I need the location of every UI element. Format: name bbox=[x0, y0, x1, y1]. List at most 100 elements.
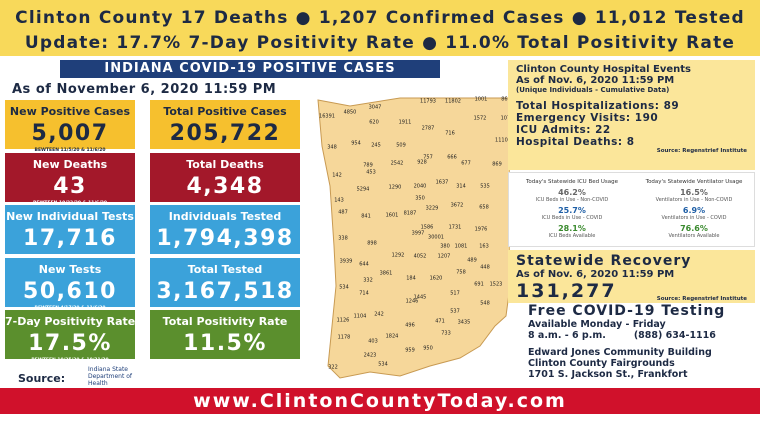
stat-tile: New Deaths 43 BEWTEEN 10/23/20 & 11/6/20 bbox=[5, 152, 135, 206]
county-count: 2787 bbox=[422, 126, 435, 132]
county-count: 677 bbox=[461, 161, 471, 167]
county-count: 487 bbox=[338, 210, 348, 216]
county-count: 489 bbox=[467, 258, 477, 264]
county-count: 1207 bbox=[438, 254, 451, 260]
tile-value: 50,610 bbox=[23, 278, 117, 304]
tile-note: BEWTEEN 10/23/20 & 11/6/20 bbox=[32, 200, 108, 206]
county-count: 535 bbox=[480, 184, 490, 190]
county-count: 471 bbox=[435, 319, 445, 325]
county-count: 1001 bbox=[475, 97, 488, 103]
county-count: 733 bbox=[441, 331, 451, 337]
county-count: 658 bbox=[479, 205, 489, 211]
testing-place: Clinton County Fairgrounds bbox=[528, 358, 675, 369]
county-count: 242 bbox=[374, 312, 384, 318]
county-count: 322 bbox=[328, 365, 338, 371]
county-count: 534 bbox=[378, 362, 388, 368]
county-count: 1104 bbox=[354, 314, 367, 320]
county-count: 950 bbox=[423, 346, 433, 352]
county-count: 380 bbox=[440, 244, 450, 250]
county-count: 30001 bbox=[428, 235, 444, 241]
usage-value: 76.6% bbox=[680, 224, 708, 233]
usage-label: Ventilators in Use - Non-COVID bbox=[655, 197, 733, 203]
footer: www.ClintonCountyToday.com bbox=[0, 388, 760, 414]
county-count: 1572 bbox=[474, 116, 487, 122]
county-count: 3997 bbox=[412, 231, 425, 237]
usage-label: ICU Beds in Use - COVID bbox=[541, 215, 603, 221]
usage-value: 16.5% bbox=[680, 188, 708, 197]
header: Clinton County 17 Deaths ● 1,207 Confirm… bbox=[0, 0, 760, 56]
county-count: 245 bbox=[371, 143, 381, 149]
county-count: 666 bbox=[447, 155, 457, 161]
county-count: 8187 bbox=[404, 211, 417, 217]
testing-line: Available Monday - Friday bbox=[528, 319, 666, 330]
testing-place: Edward Jones Community Building bbox=[528, 347, 712, 358]
county-count: 4052 bbox=[414, 254, 427, 260]
recovery-as-of: As of Nov. 6, 2020 11:59 PM bbox=[516, 269, 675, 280]
hospital-line: Hospital Deaths: 8 bbox=[516, 136, 635, 148]
county-count: 928 bbox=[417, 160, 427, 166]
tile-note: BEWTEEN 10/25/20 & 10/31/20 bbox=[31, 358, 109, 363]
tile-value: 43 bbox=[53, 173, 87, 199]
tile-value: 5,007 bbox=[31, 121, 109, 146]
county-count: 332 bbox=[363, 278, 373, 284]
county-count: 841 bbox=[361, 214, 371, 220]
tile-label: Total Positivity Rate bbox=[162, 315, 288, 328]
header-line: Clinton County 17 Deaths ● 1,207 Confirm… bbox=[15, 8, 745, 28]
stat-tile: Individuals Tested 1,794,398 bbox=[150, 205, 300, 254]
recovery-value: 131,277 bbox=[516, 280, 617, 302]
testing-line: 8 a.m. - 6 p.m. bbox=[528, 330, 606, 341]
stat-tile: Total Positivity Rate 11.5% bbox=[150, 310, 300, 359]
indiana-shape bbox=[317, 97, 510, 379]
county-count: 534 bbox=[339, 285, 349, 291]
tile-value: 1,794,398 bbox=[156, 226, 294, 251]
county-count: 1246 bbox=[406, 299, 419, 305]
county-count: 142 bbox=[332, 173, 342, 179]
tile-label: New Positive Cases bbox=[9, 105, 131, 118]
hospital-lines: Total Hospitalizations: 89 Emergency Visi… bbox=[516, 100, 747, 148]
tile-value: 205,722 bbox=[169, 121, 281, 146]
banner: INDIANA COVID-19 POSITIVE CASES bbox=[60, 60, 440, 78]
usage-label: ICU Beds Available bbox=[548, 233, 596, 239]
hospital-line: Emergency Visits: 190 bbox=[516, 112, 659, 124]
hospital-box: Clinton County Hospital Events As of Nov… bbox=[508, 60, 755, 170]
usage-label: ICU Beds in Use - Non-COVID bbox=[535, 197, 609, 203]
county-count: 1290 bbox=[389, 185, 402, 191]
county-count: 1126 bbox=[337, 318, 350, 324]
county-count: 758 bbox=[456, 270, 466, 276]
county-count: 954 bbox=[351, 141, 361, 147]
county-count: 1292 bbox=[392, 253, 405, 259]
usage-value: 25.7% bbox=[558, 206, 586, 215]
tile-value: 3,167,518 bbox=[156, 278, 294, 304]
county-count: 453 bbox=[366, 170, 376, 176]
tile-label: Total Positive Cases bbox=[163, 105, 287, 118]
county-count: 861 bbox=[501, 97, 510, 103]
recovery-source: Source: Regenstrief Institute bbox=[656, 296, 747, 302]
county-count: 789 bbox=[363, 163, 373, 169]
county-count: 143 bbox=[334, 198, 344, 204]
tile-value: 11.5% bbox=[183, 331, 267, 356]
testing: Free COVID-19 Testing Available Monday -… bbox=[528, 303, 758, 380]
tile-value: 17.5% bbox=[28, 331, 112, 356]
county-count: 11802 bbox=[445, 99, 461, 105]
county-count: 314 bbox=[456, 184, 466, 190]
county-count: 716 bbox=[445, 131, 455, 137]
usage-label: Ventilators in Use - COVID bbox=[661, 215, 727, 221]
county-count: 714 bbox=[359, 291, 369, 297]
stat-tile: New Positive Cases 5,007 BEWTEEN 11/5/20 &… bbox=[5, 100, 135, 153]
tile-note: BEWTEEN 4/17/20 & 11/6/20 bbox=[34, 305, 106, 311]
county-count: 1523 bbox=[490, 282, 503, 288]
source-logo: Indiana State Department of Health bbox=[88, 366, 132, 387]
stat-tile: Total Tested 3,167,518 bbox=[150, 257, 300, 307]
usage-value: 28.1% bbox=[558, 224, 586, 233]
county-count: 1824 bbox=[386, 334, 399, 340]
county-count: 644 bbox=[359, 262, 369, 268]
county-count: 11106 bbox=[495, 138, 510, 144]
recovery-box: Statewide Recovery As of Nov. 6, 2020 11… bbox=[508, 250, 755, 303]
county-count: 1911 bbox=[399, 120, 412, 126]
hospital-note: (Unique Individuals - Cumulative Data) bbox=[516, 86, 670, 94]
county-count: 11793 bbox=[420, 99, 436, 105]
county-count: 1081 bbox=[455, 244, 468, 250]
testing-title: Free COVID-19 Testing bbox=[528, 303, 726, 319]
county-count: 2040 bbox=[414, 184, 427, 190]
